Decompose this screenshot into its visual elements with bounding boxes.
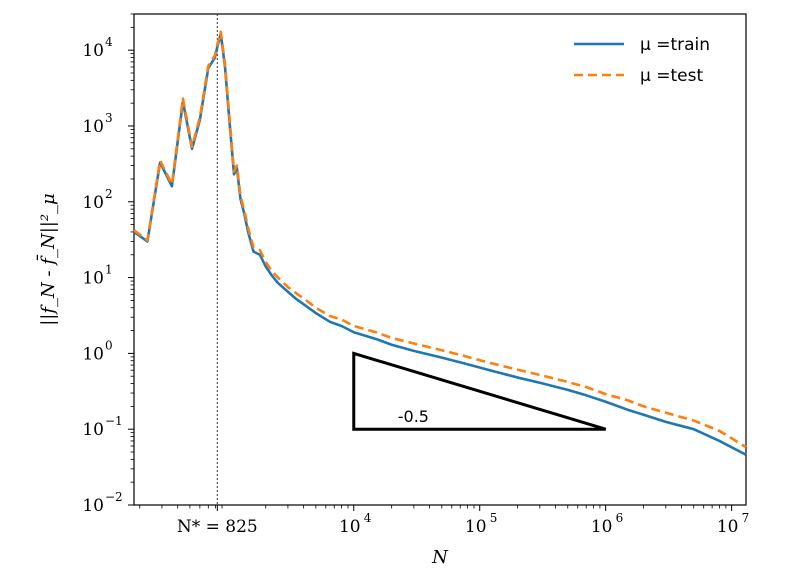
y-tick-label: 10: [82, 117, 104, 137]
y-tick-exponent: 0: [105, 338, 113, 352]
x-tick-label: 10: [717, 517, 739, 537]
x-tick-label: N* = 825: [177, 517, 258, 537]
x-tick-label: 10: [339, 517, 361, 537]
plot-area: [133, 13, 747, 506]
plot-frame: [133, 13, 747, 506]
y-tick-exponent: 4: [105, 35, 113, 49]
x-tick-exponent: 7: [742, 511, 750, 525]
series-line-train: [133, 32, 747, 456]
x-tick-label: 10: [591, 517, 613, 537]
slope-label: -0.5: [398, 407, 429, 426]
x-tick-exponent: 5: [490, 511, 498, 525]
legend: μ =train μ =test: [574, 35, 710, 86]
series-line-test: [133, 30, 747, 449]
slope-triangle-shape: [352, 351, 607, 431]
y-axis-label: ||f_N - f̄_N||²_μ: [35, 193, 59, 326]
slope-triangle: -0.5: [352, 351, 607, 431]
x-tick-exponent: 6: [616, 511, 624, 525]
y-tick-label: 10: [82, 344, 104, 364]
legend-label-test: μ =test: [640, 66, 703, 86]
y-tick-exponent: 1: [105, 263, 113, 277]
y-tick-exponent: −1: [105, 414, 123, 428]
x-axis: N* = 825 10 4 10 5 10 6 10 7: [139, 505, 750, 537]
y-tick-label: 10: [82, 41, 104, 61]
y-tick-exponent: 2: [105, 187, 113, 201]
axis-labels: N ||f_N - f̄_N||²_μ: [35, 193, 449, 568]
y-tick-exponent: −2: [105, 490, 123, 504]
x-tick-label: 10: [465, 517, 487, 537]
y-tick-exponent: 3: [105, 111, 113, 125]
y-tick-label: 10: [82, 269, 104, 289]
legend-label-train: μ =train: [640, 35, 710, 55]
y-tick-label: 10: [82, 496, 104, 516]
series-lines: [133, 30, 747, 456]
x-axis-label: N: [431, 547, 449, 568]
y-tick-label: 10: [82, 193, 104, 213]
x-tick-exponent: 4: [364, 511, 372, 525]
y-tick-label: 10: [82, 420, 104, 440]
